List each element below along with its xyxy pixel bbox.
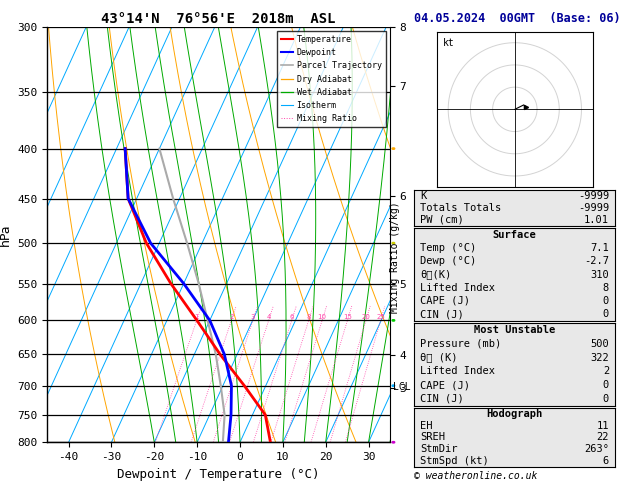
Title: 43°14'N  76°56'E  2018m  ASL: 43°14'N 76°56'E 2018m ASL [101,12,336,26]
Y-axis label: km
ASL: km ASL [424,235,444,256]
Text: StmDir: StmDir [420,444,457,454]
X-axis label: Dewpoint / Temperature (°C): Dewpoint / Temperature (°C) [118,468,320,481]
Text: 11: 11 [597,421,609,431]
Text: -2.7: -2.7 [584,257,609,266]
Text: CAPE (J): CAPE (J) [420,380,470,390]
Text: 6: 6 [289,314,294,320]
Text: EH: EH [420,421,432,431]
Text: 263°: 263° [584,444,609,454]
Text: Dewp (°C): Dewp (°C) [420,257,476,266]
Text: 6: 6 [603,456,609,466]
Text: StmSpd (kt): StmSpd (kt) [420,456,489,466]
Text: -9999: -9999 [578,191,609,201]
Text: Most Unstable: Most Unstable [474,325,555,335]
Text: 7.1: 7.1 [591,243,609,253]
Text: LCL: LCL [393,382,411,392]
Text: CIN (J): CIN (J) [420,394,464,404]
Text: Surface: Surface [493,230,537,240]
Text: 3: 3 [250,314,255,320]
Text: 22: 22 [597,433,609,442]
Y-axis label: hPa: hPa [0,223,12,246]
Text: 1: 1 [194,314,199,320]
Text: Hodograph: Hodograph [486,409,543,419]
Text: 04.05.2024  00GMT  (Base: 06): 04.05.2024 00GMT (Base: 06) [414,12,620,25]
Text: 8: 8 [306,314,311,320]
Text: CAPE (J): CAPE (J) [420,296,470,306]
Text: θᴇ(K): θᴇ(K) [420,270,451,279]
Legend: Temperature, Dewpoint, Parcel Trajectory, Dry Adiabat, Wet Adiabat, Isotherm, Mi: Temperature, Dewpoint, Parcel Trajectory… [277,31,386,127]
Text: Pressure (mb): Pressure (mb) [420,339,501,349]
Text: kt: kt [443,38,455,48]
Text: 322: 322 [591,353,609,363]
Text: 1.01: 1.01 [584,215,609,225]
Text: 2: 2 [229,314,233,320]
Text: θᴇ (K): θᴇ (K) [420,353,457,363]
Text: PW (cm): PW (cm) [420,215,464,225]
Text: CIN (J): CIN (J) [420,309,464,319]
Text: 15: 15 [343,314,352,320]
Text: Temp (°C): Temp (°C) [420,243,476,253]
Text: Lifted Index: Lifted Index [420,366,495,376]
Text: 20: 20 [362,314,370,320]
Text: 0: 0 [603,380,609,390]
Text: 0: 0 [603,394,609,404]
Text: 10: 10 [318,314,326,320]
Text: 8: 8 [603,283,609,293]
Text: 0: 0 [603,296,609,306]
Text: K: K [420,191,426,201]
Text: 4: 4 [267,314,271,320]
Text: © weatheronline.co.uk: © weatheronline.co.uk [414,471,537,481]
Text: 310: 310 [591,270,609,279]
Text: Mixing Ratio (g/kg): Mixing Ratio (g/kg) [390,202,400,313]
Text: -9999: -9999 [578,203,609,213]
Text: 2: 2 [603,366,609,376]
Text: 500: 500 [591,339,609,349]
Text: Totals Totals: Totals Totals [420,203,501,213]
Text: Lifted Index: Lifted Index [420,283,495,293]
Text: 25: 25 [376,314,385,320]
Text: 0: 0 [603,309,609,319]
Text: SREH: SREH [420,433,445,442]
